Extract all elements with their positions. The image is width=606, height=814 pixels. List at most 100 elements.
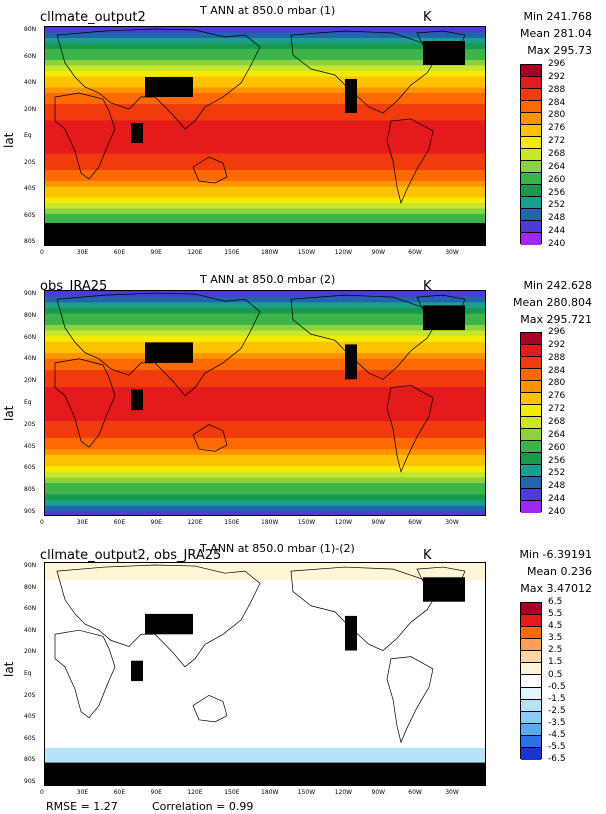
temperature-band (45, 153, 485, 160)
colorbar-swatch (521, 209, 541, 221)
temperature-band (45, 437, 485, 445)
temperature-band (45, 658, 485, 665)
y-tick-label: 80S (24, 238, 36, 245)
colorbar (520, 332, 542, 513)
x-tick-label: 30E (76, 789, 89, 796)
x-tick-label: 180W (261, 249, 279, 256)
colorbar-swatch (521, 125, 541, 137)
colorbar-level-label: 276 (548, 391, 566, 402)
colorbar-level-label: 2.5 (548, 645, 563, 656)
temperature-band (45, 186, 485, 193)
x-tick-label: 120W (334, 789, 353, 796)
stat-mean: Mean 0.236 (527, 565, 592, 578)
temperature-band (45, 307, 485, 315)
map-field (44, 26, 486, 246)
temperature-band (45, 747, 485, 754)
temperature-band (45, 652, 485, 659)
temperature-band (45, 753, 485, 760)
missing-data-mask (131, 660, 143, 682)
temperature-band (45, 579, 485, 586)
x-tick-label: 0 (40, 519, 44, 526)
y-tick-label: Eq (24, 399, 32, 406)
colorbar-swatch (521, 663, 541, 676)
rmse-label: RMSE = 1.27 (46, 800, 118, 813)
x-tick-label: 60E (113, 249, 126, 256)
temperature-band (45, 370, 485, 377)
colorbar-swatch (521, 453, 541, 465)
temperature-band (45, 731, 485, 738)
colorbar-swatch (521, 221, 541, 233)
temperature-band (45, 126, 485, 133)
colorbar-level-label: 256 (548, 187, 566, 198)
colorbar-level-label: 288 (548, 84, 566, 95)
x-tick-label: 120W (334, 519, 353, 526)
missing-data-mask (131, 389, 143, 411)
antarctica-mask (45, 762, 485, 785)
y-tick-label: 20N (24, 105, 37, 113)
colorbar-swatch (521, 603, 541, 616)
units-label: K (423, 548, 432, 563)
y-tick-label: 60N (24, 605, 37, 613)
y-tick-label: 20N (24, 377, 37, 385)
temperature-band (45, 471, 485, 479)
temperature-band (45, 87, 485, 94)
colorbar-level-label: 268 (548, 417, 566, 427)
colorbar (520, 64, 542, 245)
continent-outline (192, 424, 228, 452)
x-tick-label: 90W (371, 789, 386, 796)
colorbar-level-label: 292 (548, 71, 566, 82)
y-axis-label: lat (2, 132, 16, 148)
y-tick-label: 80S (24, 756, 36, 764)
y-tick-label: 80S (24, 486, 36, 494)
colorbar-level-label: -1.5 (548, 693, 566, 704)
temperature-band (45, 27, 485, 34)
temperature-band (45, 164, 485, 171)
y-tick-label: 80N (24, 311, 37, 319)
colorbar-swatch (521, 441, 541, 453)
temperature-band (45, 415, 485, 422)
x-tick-label: 150E (224, 789, 240, 796)
colorbar-level-label: 268 (548, 149, 566, 159)
colorbar-swatch (521, 465, 541, 477)
y-tick-label: 60N (24, 333, 37, 341)
temperature-band (45, 109, 485, 116)
map-svg (45, 27, 485, 245)
colorbar-swatch (521, 233, 541, 245)
colorbar-swatch (521, 113, 541, 125)
continent-outline (56, 292, 261, 397)
y-axis-label: lat (2, 405, 16, 421)
temperature-band (45, 192, 485, 199)
chart-title: T ANN at 850.0 mbar (1)-(2) (200, 542, 355, 555)
temperature-band (45, 208, 485, 215)
temperature-band (45, 104, 485, 111)
colorbar-swatch (521, 185, 541, 197)
stat-min: Min -6.39191 (519, 548, 592, 561)
stat-max: Max 295.73 (527, 44, 592, 57)
temperature-band (45, 142, 485, 149)
temperature-band (45, 319, 485, 326)
y-tick-label: 60S (24, 734, 36, 742)
temperature-band (45, 98, 485, 105)
temperature-band (45, 759, 485, 766)
x-tick-label: 180W (261, 519, 279, 526)
stat-min: Min 241.768 (523, 10, 592, 23)
colorbar-level-label: -6.5 (548, 754, 566, 764)
map-svg (45, 291, 485, 515)
temperature-band (45, 500, 485, 507)
panel-model: cllmate_output2 T ANN at 850.0 mbar (1) … (0, 0, 606, 270)
x-tick-label: 150E (224, 249, 240, 256)
temperature-band (45, 197, 485, 204)
x-tick-label: 90W (371, 519, 386, 526)
missing-data-mask (345, 615, 357, 651)
temperature-band (45, 432, 485, 439)
colorbar-level-label: 288 (548, 352, 566, 363)
colorbar-swatch (521, 627, 541, 640)
y-tick-label: 60N (24, 52, 37, 60)
colorbar-swatch (521, 477, 541, 489)
continent-outline (386, 656, 434, 744)
temperature-band (45, 131, 485, 138)
y-axis-label: lat (2, 661, 16, 677)
temperature-band (45, 76, 485, 83)
x-tick-label: 150W (297, 789, 316, 796)
x-tick-label: 60E (113, 519, 126, 526)
